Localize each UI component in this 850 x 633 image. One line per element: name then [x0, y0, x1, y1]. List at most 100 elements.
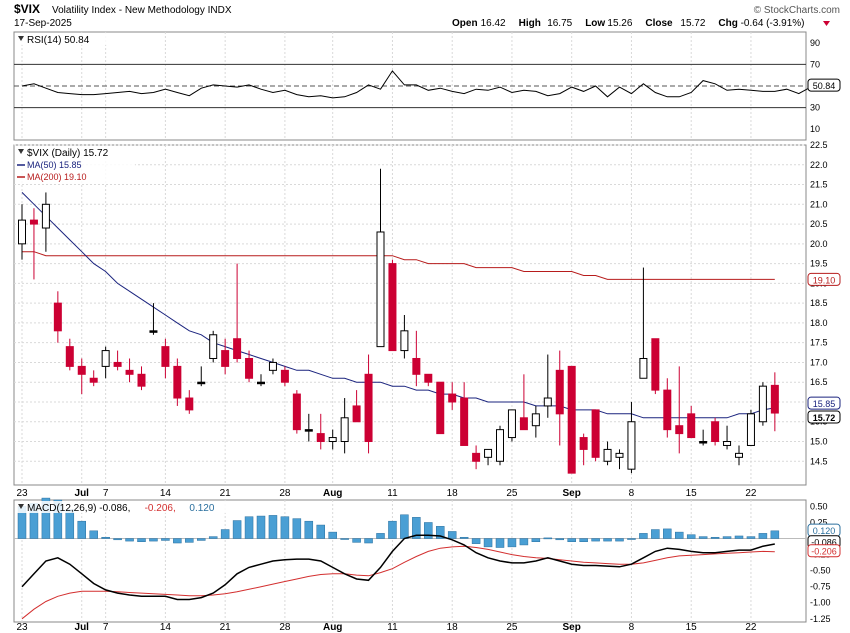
price-legend-bg — [15, 146, 135, 184]
candle — [101, 346, 110, 379]
candle — [531, 405, 540, 438]
candle — [555, 350, 564, 446]
macd-hist-bar — [686, 534, 696, 539]
macd-hist-bar — [244, 516, 254, 539]
candle — [603, 441, 612, 466]
macd-x-label: 8 — [629, 622, 635, 633]
rsi-tick-label: 90 — [810, 38, 820, 48]
candle-body — [41, 203, 50, 229]
candle-body — [89, 377, 98, 383]
macd-hist-bar — [770, 530, 780, 539]
candle — [77, 358, 86, 395]
candle — [233, 263, 242, 363]
rsi-tick-label: 30 — [810, 103, 820, 113]
candle-body — [507, 409, 516, 439]
macd-x-label: 15 — [686, 622, 698, 633]
candle-body — [711, 421, 720, 443]
macd-hist-bar — [627, 538, 636, 540]
macd-hist-bar — [328, 531, 337, 539]
macd-x-label: 18 — [447, 622, 459, 633]
candle — [89, 370, 98, 387]
candle — [29, 208, 38, 280]
candle-body — [233, 338, 242, 359]
candle — [388, 259, 397, 352]
quote-value-chg: -0.64 (-3.91%) — [741, 18, 805, 29]
macd-hist-bar — [615, 538, 624, 542]
macd-hist-bar — [663, 528, 672, 539]
candle-body — [388, 263, 397, 352]
macd-hist-bar — [113, 538, 122, 541]
candle — [484, 448, 493, 466]
candle — [41, 192, 50, 252]
rsi-current-badge — [807, 78, 841, 92]
price-current-label: 15.72 — [813, 413, 836, 423]
candle — [316, 413, 325, 450]
macd-hist-bar — [459, 536, 469, 539]
macd-hist-bar — [376, 533, 385, 539]
candle-body — [448, 393, 457, 403]
candle-body — [292, 393, 301, 431]
price-tick-label: 20.5 — [810, 219, 828, 229]
candle-body — [472, 452, 481, 462]
macd-hist-bar — [519, 538, 529, 546]
quote-label-low: Low — [585, 18, 605, 29]
macd-hist-bar — [197, 538, 206, 541]
macd-tick-label: -0.75 — [810, 582, 831, 592]
candle-body — [758, 385, 767, 423]
candle — [18, 204, 26, 260]
candle-body — [149, 330, 158, 333]
macd-x-label: 23 — [16, 622, 28, 633]
rsi-legend: RSI(14) 50.84 — [27, 35, 90, 46]
candle — [197, 366, 206, 387]
quote-value-high: 16.75 — [547, 18, 572, 29]
price-tick-label: 22.0 — [810, 160, 828, 170]
macd-hist-bar — [388, 520, 397, 539]
candle-body — [245, 357, 254, 379]
macd-hist-bar — [173, 538, 182, 544]
rsi-tick-label: 70 — [810, 59, 820, 69]
price-legend: $VIX (Daily) 15.72 — [27, 148, 109, 159]
candle-body — [304, 429, 313, 432]
ma200-current-label: 19.10 — [813, 275, 836, 285]
quote-value-close: 15.72 — [680, 18, 705, 29]
price-x-label: Jul — [75, 488, 90, 499]
candle — [340, 398, 349, 454]
candle-body — [197, 381, 206, 385]
macd-tick-label: -1.25 — [810, 614, 831, 624]
price-x-label: 21 — [220, 488, 232, 499]
candle-body — [53, 302, 62, 332]
price-x-label: Sep — [563, 488, 581, 499]
candle — [567, 365, 576, 474]
candle — [699, 429, 708, 446]
macd-hist-bar — [424, 522, 433, 539]
candle — [663, 378, 672, 438]
price-tick-label: 20.0 — [810, 239, 828, 249]
candle-body — [591, 409, 600, 458]
macd-x-label: 11 — [387, 622, 398, 633]
macd-hist-bar — [125, 538, 134, 542]
candle — [352, 390, 361, 423]
macd-hist-bar — [185, 538, 194, 543]
candle-body — [221, 350, 230, 367]
ma50-legend: MA(50) 15.85 — [27, 160, 82, 170]
collapse-icon — [18, 504, 24, 509]
candle-body — [675, 425, 684, 435]
macd-tick-label: -1.00 — [810, 598, 831, 608]
macd-hist-bar — [89, 530, 98, 539]
candle-body — [137, 373, 146, 387]
price-x-label: 11 — [387, 488, 398, 499]
quote-value-open: 16.42 — [481, 18, 506, 29]
candle — [280, 366, 289, 387]
macd-hist-bar — [77, 520, 86, 539]
macd-signal-current-label-badge — [807, 544, 841, 558]
quote-date: 17-Sep-2025 — [14, 18, 72, 29]
ma50-current-label-badge — [807, 396, 841, 410]
candle-body — [567, 365, 576, 474]
macd-x-label: Sep — [563, 622, 581, 633]
price-x-label: 15 — [686, 488, 698, 499]
candle-body — [185, 397, 194, 411]
candle — [543, 354, 552, 418]
candle-body — [316, 433, 325, 443]
macd-signal-line — [21, 545, 775, 620]
